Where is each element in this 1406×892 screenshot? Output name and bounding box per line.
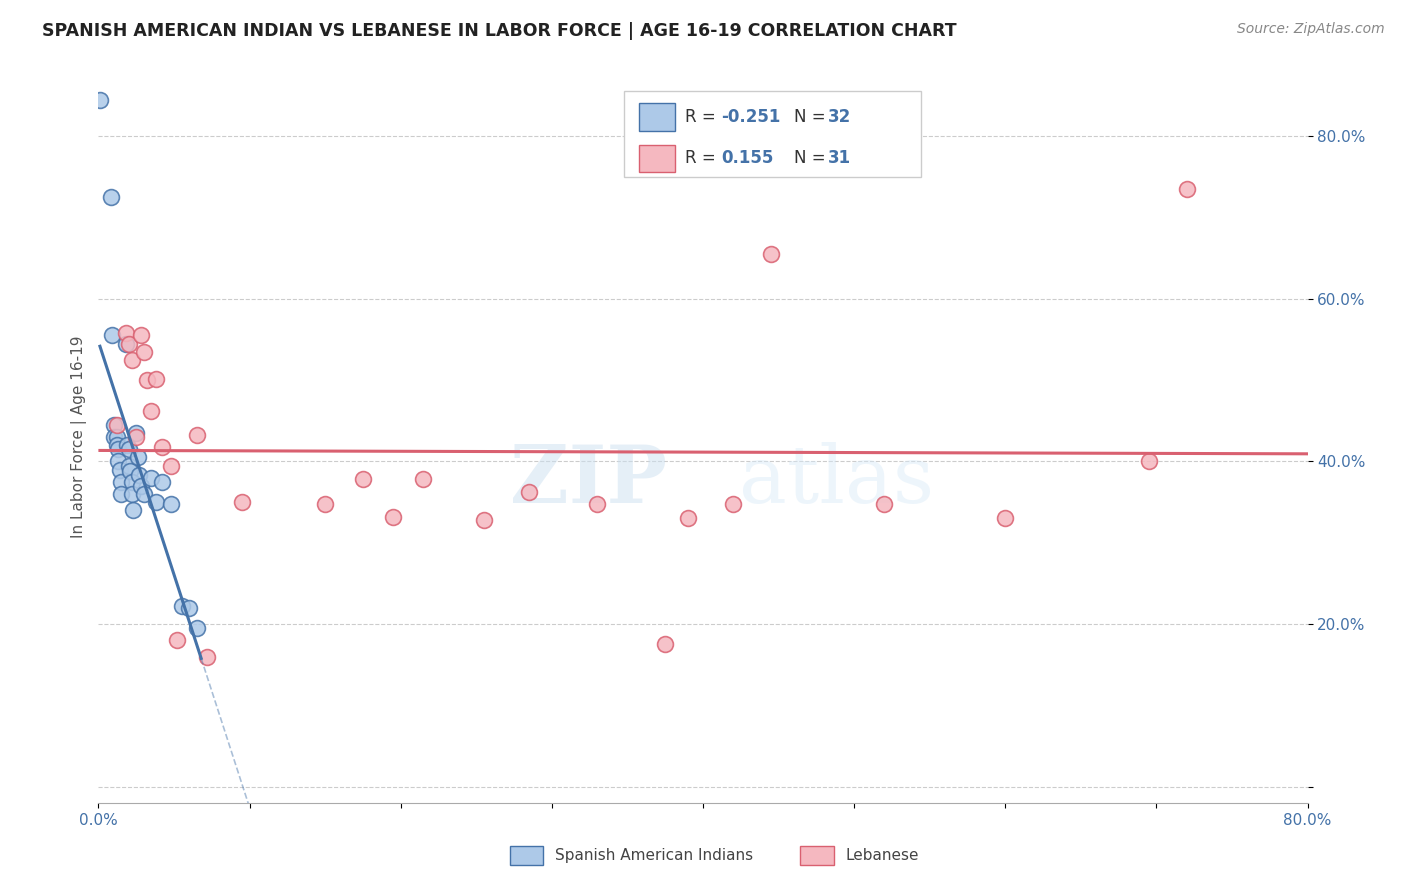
Text: 32: 32 [828,108,851,126]
Point [150,475,173,489]
Point [125,425,148,440]
Text: SPANISH AMERICAN INDIAN VS LEBANESE IN LABOR FORCE | AGE 16-19 CORRELATION CHART: SPANISH AMERICAN INDIAN VS LEBANESE IN L… [42,22,957,40]
Point [186,621,208,635]
Point [103,417,125,432]
Point [145,371,167,385]
Text: ZIP: ZIP [510,442,666,520]
Point [125,430,148,444]
Point [150,440,173,454]
Point [121,487,143,501]
Point [412,472,434,486]
Point [127,450,149,465]
FancyBboxPatch shape [624,91,921,178]
Point [166,633,188,648]
Point [1175,182,1198,196]
Text: atlas: atlas [740,442,935,520]
Point [128,468,150,483]
Y-axis label: In Labor Force | Age 16-19: In Labor Force | Age 16-19 [72,335,87,539]
Point [105,430,128,444]
Point [517,485,540,500]
Point [195,649,218,664]
Point [352,472,374,486]
Point [723,497,745,511]
Point [115,438,138,452]
Text: 31: 31 [828,150,851,168]
FancyBboxPatch shape [800,846,834,865]
Point [676,511,699,525]
Point [586,497,609,511]
Text: N =: N = [793,108,831,126]
Point [1137,454,1160,468]
Point [231,495,253,509]
Text: R =: R = [685,108,721,126]
Point [132,344,155,359]
Point [120,464,142,478]
Point [382,509,405,524]
Point [141,404,163,418]
Point [170,599,193,614]
Text: Source: ZipAtlas.com: Source: ZipAtlas.com [1237,22,1385,37]
FancyBboxPatch shape [509,846,543,865]
Point [105,417,128,432]
Text: Spanish American Indians: Spanish American Indians [555,848,754,863]
Point [105,438,128,452]
Point [759,247,782,261]
Point [118,442,141,457]
Point [141,471,163,485]
Text: N =: N = [793,150,831,168]
Text: 0.155: 0.155 [721,150,773,168]
Point [132,487,155,501]
Point [314,497,336,511]
Point [107,454,129,468]
Point [107,442,129,457]
Point [110,475,132,489]
Point [122,503,145,517]
Point [103,430,125,444]
Point [160,497,183,511]
Point [186,428,208,442]
Point [118,458,141,473]
Point [145,495,167,509]
Point [873,497,896,511]
Point [179,600,201,615]
Text: Lebanese: Lebanese [845,848,920,863]
Point [121,352,143,367]
Point [114,336,136,351]
Point [100,190,122,204]
Text: R =: R = [685,150,725,168]
Point [994,511,1017,525]
FancyBboxPatch shape [638,103,675,131]
Point [160,458,183,473]
Point [101,328,124,343]
Point [472,513,495,527]
Point [110,487,132,501]
FancyBboxPatch shape [638,145,675,172]
Point [135,373,157,387]
Point [121,475,143,489]
Point [118,336,141,351]
Text: -0.251: -0.251 [721,108,780,126]
Point [108,462,131,476]
Point [114,326,136,340]
Point [129,328,152,343]
Point [654,637,676,651]
Point [89,93,111,107]
Point [129,479,152,493]
